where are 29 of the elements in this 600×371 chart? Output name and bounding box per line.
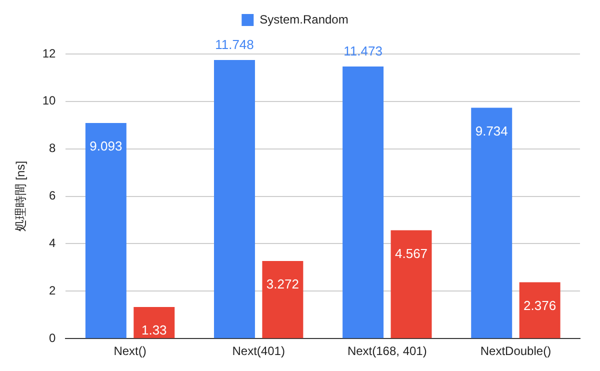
bar — [471, 108, 512, 338]
data-label: 4.567 — [394, 246, 428, 261]
y-tick-label: 8 — [49, 141, 56, 156]
x-tick-label: Next(401) — [232, 344, 285, 358]
data-label: 2.376 — [524, 298, 556, 313]
data-label: 9.734 — [475, 123, 508, 138]
legend-label: System.Random — [260, 12, 348, 26]
x-tick-label: NextDouble() — [480, 344, 552, 358]
data-label: 1.33 — [141, 322, 167, 338]
x-tick-label: Next(168, 401) — [347, 344, 427, 358]
y-tick-label: 0 — [49, 330, 56, 345]
data-label: 11.473 — [344, 44, 382, 59]
x-tick-label: Next() — [114, 344, 146, 358]
y-tick-label: 12 — [42, 46, 56, 60]
data-label: 11.748 — [215, 37, 254, 52]
bar — [390, 230, 432, 338]
y-tick-label: 10 — [42, 94, 56, 108]
data-label: 9.093 — [90, 138, 122, 154]
bar — [262, 261, 304, 338]
bar — [85, 122, 126, 338]
y-tick-label: 2 — [49, 283, 56, 298]
data-label: 3.272 — [266, 276, 299, 292]
bar — [342, 66, 384, 338]
y-tick-label: 6 — [49, 188, 56, 203]
bar — [519, 282, 560, 338]
y-tick-label: 4 — [49, 236, 56, 250]
y-axis-title: 処理時間 [ns] — [14, 160, 28, 232]
bar — [134, 307, 175, 338]
bar — [214, 60, 255, 338]
